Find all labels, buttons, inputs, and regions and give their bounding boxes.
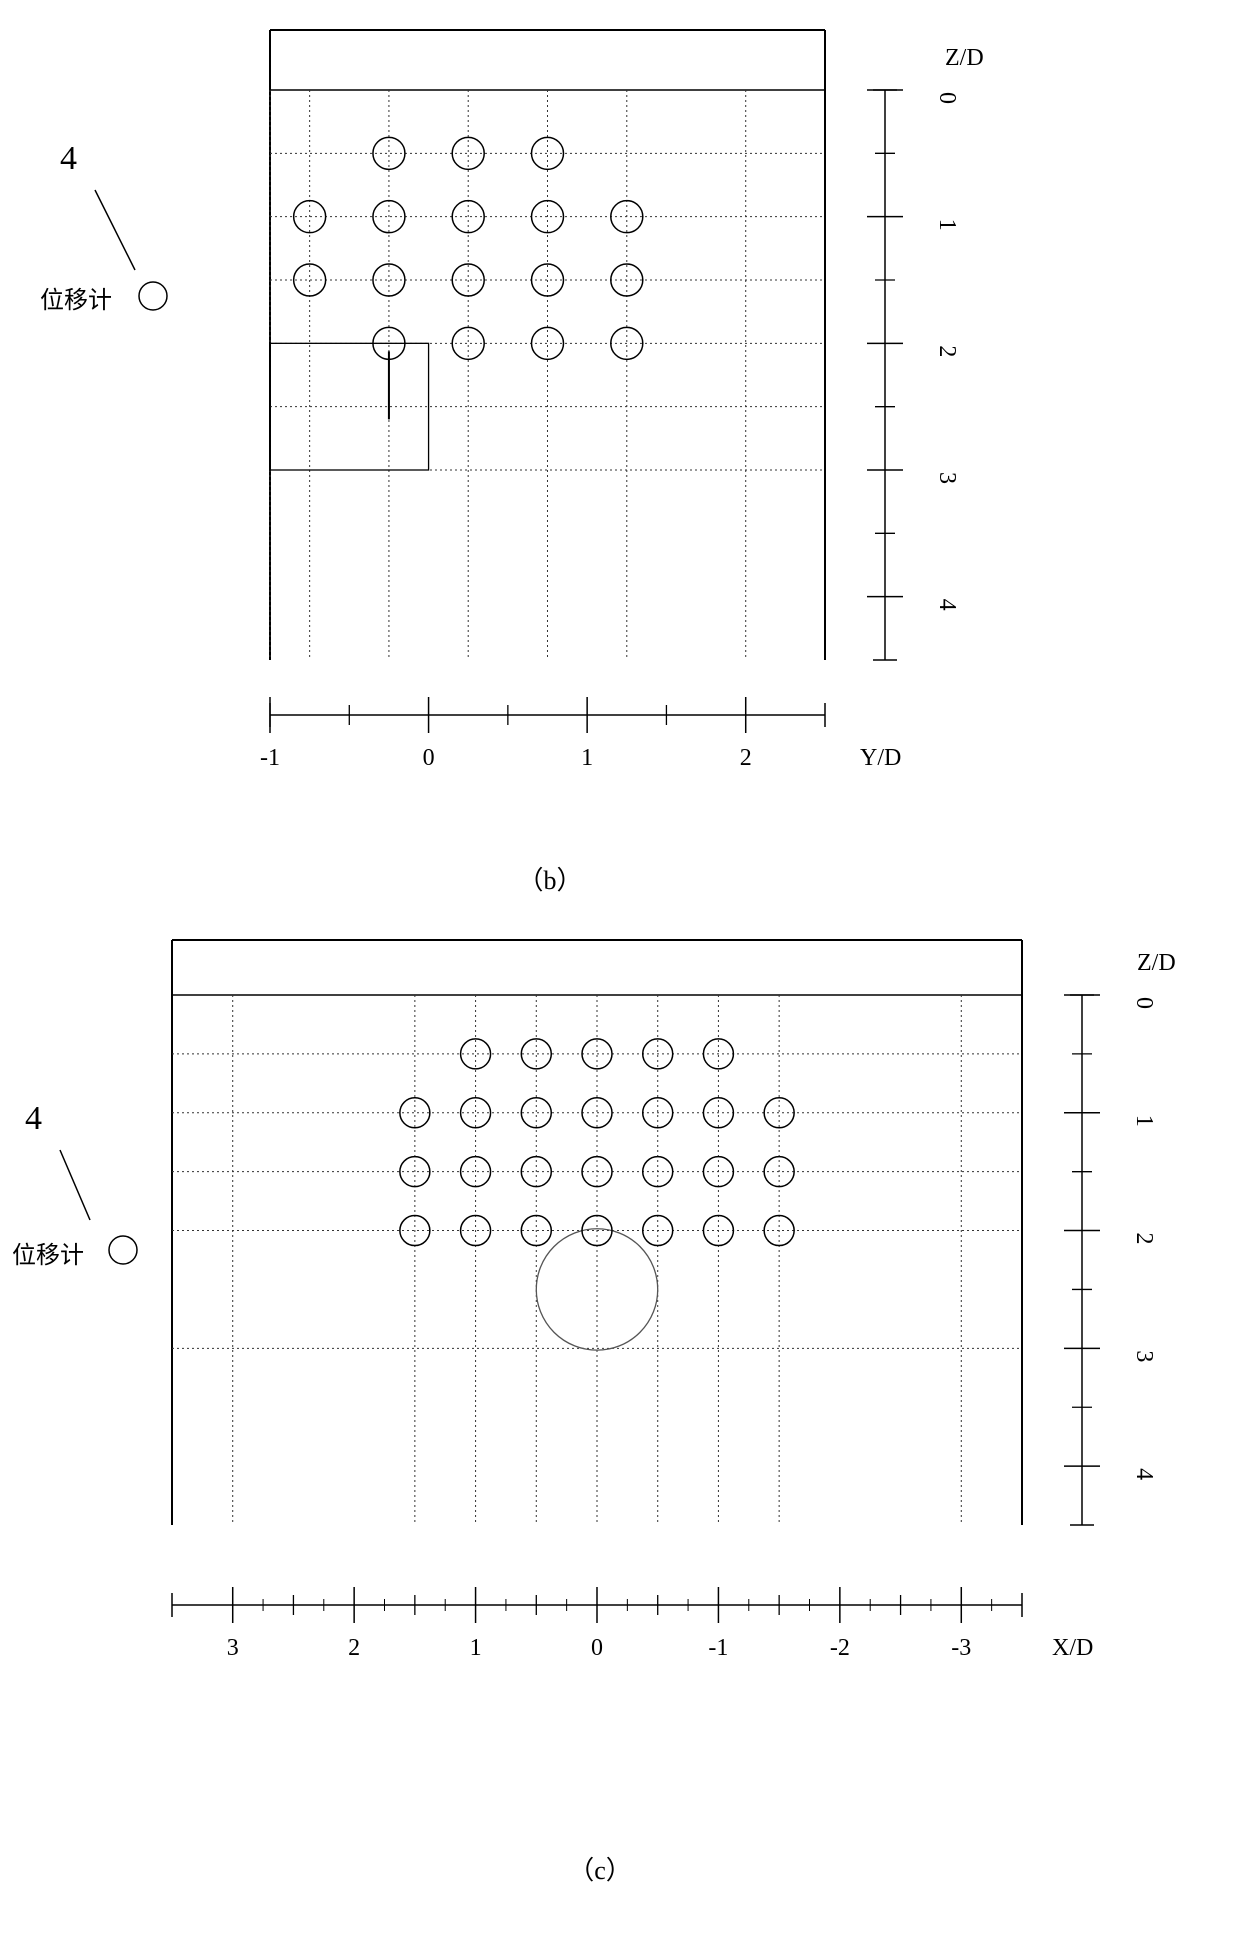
svg-text:0: 0 bbox=[591, 1635, 603, 1661]
svg-text:4: 4 bbox=[1131, 1468, 1157, 1480]
figure-c-subplot-label: （c） bbox=[0, 1850, 1200, 1887]
svg-text:1: 1 bbox=[1131, 1115, 1157, 1127]
svg-text:-3: -3 bbox=[951, 1635, 971, 1661]
svg-text:0: 0 bbox=[1131, 997, 1157, 1009]
svg-text:-1: -1 bbox=[708, 1635, 728, 1661]
svg-text:-2: -2 bbox=[830, 1635, 850, 1661]
svg-text:Z/D: Z/D bbox=[1137, 950, 1176, 976]
figure-c-container: 4 位移计 01234Z/D3210-1-2-3X/D （c） bbox=[0, 0, 1240, 1944]
figure-c-svg: 0 1 2 3 4 Z/D 3 2 1 0 -1 -2 -3 X/D bbox=[0, 0, 1240, 1944]
svg-text:X/D: X/D bbox=[1052, 1635, 1093, 1661]
svg-text:3: 3 bbox=[1131, 1350, 1157, 1362]
svg-text:2: 2 bbox=[348, 1635, 360, 1661]
svg-text:3: 3 bbox=[227, 1635, 239, 1661]
svg-text:2: 2 bbox=[1131, 1233, 1157, 1245]
svg-text:1: 1 bbox=[470, 1635, 482, 1661]
